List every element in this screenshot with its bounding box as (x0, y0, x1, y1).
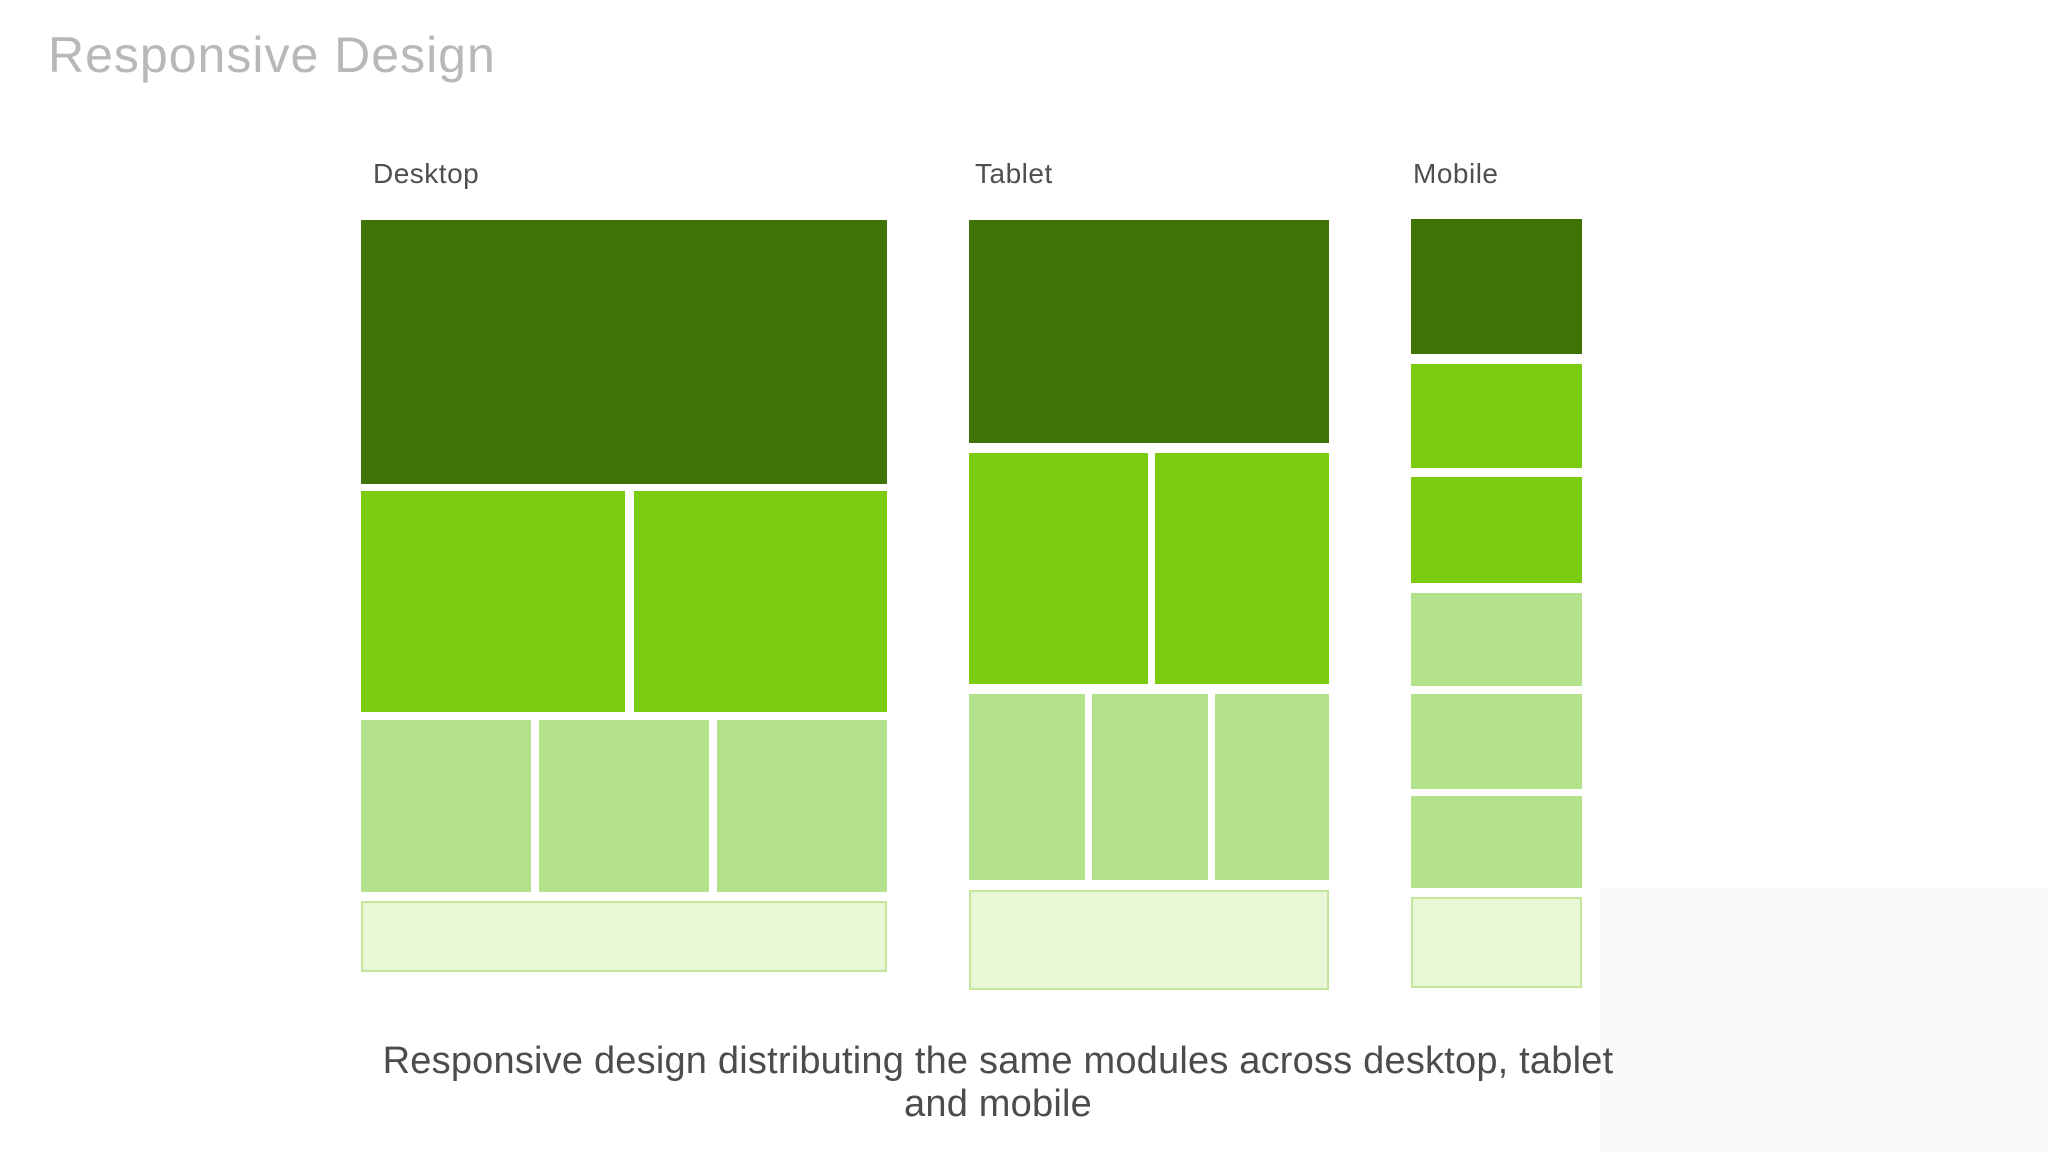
mobile-label: Mobile (1413, 158, 1499, 189)
tablet-column: Tablet (969, 158, 1329, 992)
mobile-feature-block-2 (1411, 477, 1582, 583)
tablet-footer-block (969, 890, 1329, 990)
mobile-module-block-1 (1411, 593, 1582, 686)
desktop-module-block-2 (539, 720, 709, 892)
desktop-feature-block-2 (634, 491, 887, 712)
mobile-module-block-2 (1411, 694, 1582, 789)
tablet-module-block-3 (1215, 694, 1329, 880)
desktop-header-block (361, 220, 887, 484)
desktop-column: Desktop (361, 158, 887, 974)
background-shade (1600, 888, 2048, 1152)
mobile-column: Mobile (1411, 158, 1582, 990)
mobile-header-block (1411, 219, 1582, 354)
mobile-feature-block-1 (1411, 364, 1582, 468)
desktop-footer-block (361, 901, 887, 972)
mobile-module-block-3 (1411, 796, 1582, 888)
desktop-module-block-3 (717, 720, 887, 892)
desktop-feature-block-1 (361, 491, 625, 712)
tablet-feature-block-1 (969, 453, 1148, 684)
tablet-module-block-2 (1092, 694, 1208, 880)
mobile-footer-block (1411, 897, 1582, 988)
tablet-header-block (969, 220, 1329, 443)
page-title: Responsive Design (48, 27, 496, 83)
desktop-label: Desktop (373, 158, 480, 189)
slide-caption: Responsive design distributing the same … (382, 1040, 1614, 1125)
tablet-label: Tablet (975, 158, 1053, 189)
tablet-module-block-1 (969, 694, 1085, 880)
desktop-module-block-1 (361, 720, 531, 892)
tablet-feature-block-2 (1155, 453, 1329, 684)
